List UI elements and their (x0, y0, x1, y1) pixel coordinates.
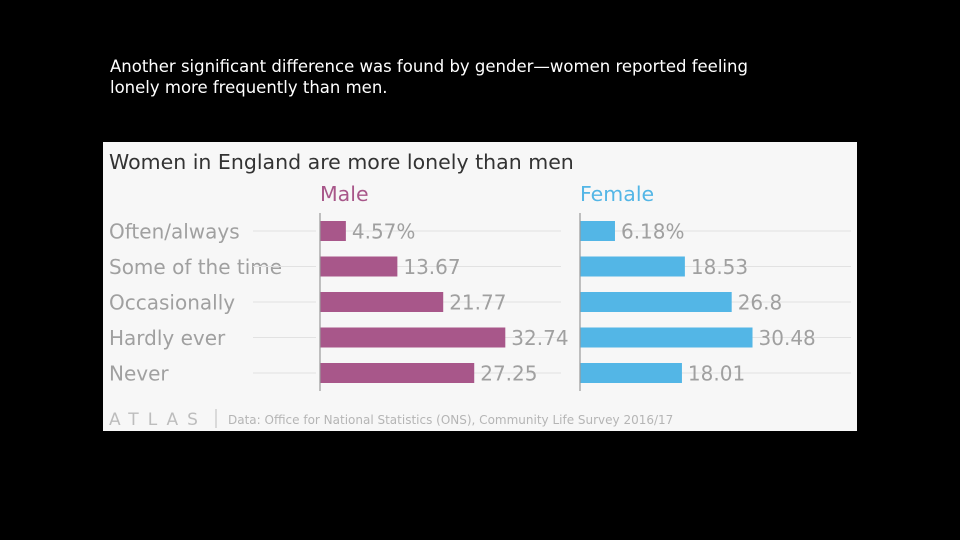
loneliness-bar-chart: Women in England are more lonely than me… (109, 150, 851, 430)
value-label-female-hardly-ever: 30.48 (759, 326, 816, 350)
chart-panel: Women in England are more lonely than me… (103, 142, 857, 431)
bar-female-often-always (580, 221, 615, 241)
chart-title: Women in England are more lonely than me… (109, 150, 574, 174)
bar-male-often-always (320, 221, 346, 241)
series-header-male: Male (320, 182, 369, 206)
bar-male-some-of-the-time (320, 256, 398, 277)
source-text: Data: Office for National Statistics (ON… (228, 413, 673, 427)
bar-male-occasionally (320, 292, 444, 312)
bar-male-never (320, 363, 475, 383)
category-label-hardly-ever: Hardly ever (109, 326, 226, 350)
bar-female-hardly-ever (580, 327, 753, 348)
bar-female-occasionally (580, 292, 732, 312)
value-label-male-often-always: 4.57% (352, 220, 416, 244)
series-header-female: Female (580, 182, 654, 206)
caption-line-2: lonely more frequently than men. (110, 78, 388, 97)
atlas-logo: ATLAS (109, 410, 207, 430)
category-label-never: Never (109, 362, 169, 386)
value-label-female-occasionally: 26.8 (738, 291, 783, 315)
category-label-occasionally: Occasionally (109, 291, 235, 315)
value-label-male-some-of-the-time: 13.67 (403, 255, 460, 279)
caption-line-1: Another significant difference was found… (110, 57, 748, 76)
value-label-female-some-of-the-time: 18.53 (691, 255, 748, 279)
bar-male-hardly-ever (320, 327, 506, 348)
category-label-often-always: Often/always (109, 220, 240, 244)
bar-female-some-of-the-time (580, 256, 685, 277)
value-label-male-never: 27.25 (480, 362, 537, 386)
bar-female-never (580, 363, 682, 383)
value-label-female-often-always: 6.18% (621, 220, 685, 244)
value-label-male-occasionally: 21.77 (449, 291, 506, 315)
slide-caption: Another significant difference was found… (110, 56, 870, 98)
value-label-male-hardly-ever: 32.74 (511, 326, 568, 350)
value-label-female-never: 18.01 (688, 362, 745, 386)
